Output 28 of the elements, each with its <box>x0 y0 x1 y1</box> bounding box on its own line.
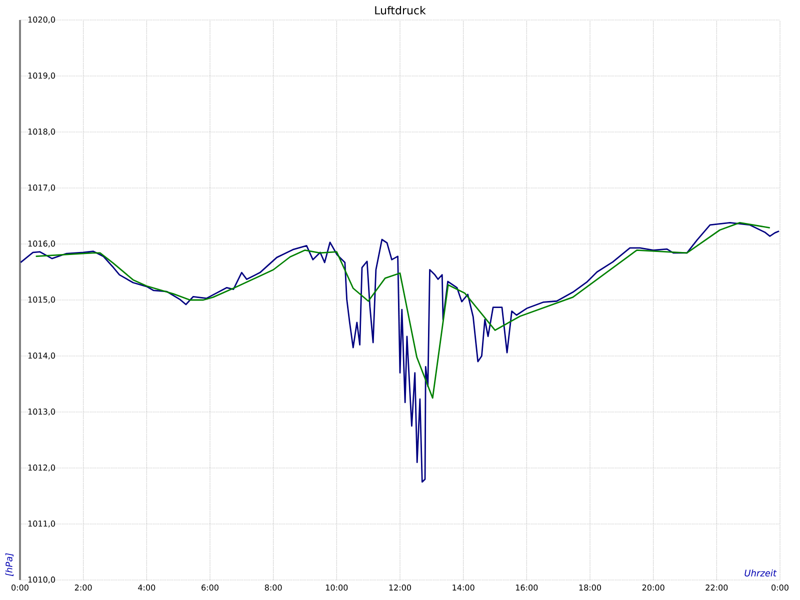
x-tick-label: 18:00 <box>579 584 601 591</box>
x-tick-label: 6:00 <box>202 584 218 591</box>
y-tick-label: 1015,0 <box>28 296 55 304</box>
x-tick-label: 2:00 <box>74 584 92 591</box>
x-tick-label: 0:00 <box>12 584 28 591</box>
x-tick-label: 0:00 <box>772 584 788 591</box>
x-tick-label: 20:00 <box>642 584 664 591</box>
x-axis-title: Uhrzeit <box>744 570 777 576</box>
x-tick-label: 22:00 <box>706 584 728 591</box>
y-tick-label: 1013,0 <box>28 408 55 416</box>
line-series <box>20 222 780 483</box>
x-tick-label: 4:00 <box>138 584 156 591</box>
y-tick-label: 1019,0 <box>28 72 55 80</box>
x-tick-label: 12:00 <box>389 584 411 591</box>
y-tick-label: 1017,0 <box>28 184 55 192</box>
x-tick-label: 10:00 <box>326 584 348 591</box>
chart-title: Luftdruck <box>375 6 426 14</box>
x-tick-label: 8:00 <box>264 584 282 591</box>
y-tick-label: 1020,0 <box>28 16 55 24</box>
x-tick-label: 16:00 <box>516 584 538 591</box>
y-axis-title: [hPa] <box>5 553 14 576</box>
y-tick-label: 1018,0 <box>28 128 55 136</box>
y-tick-label: 1010,0 <box>28 576 55 584</box>
y-tick-label: 1012,0 <box>28 464 55 472</box>
y-tick-label: 1011,0 <box>28 520 55 528</box>
x-tick-label: 14:00 <box>452 584 474 591</box>
y-tick-label: 1014,0 <box>28 352 55 360</box>
y-tick-label: 1016,0 <box>28 240 55 248</box>
